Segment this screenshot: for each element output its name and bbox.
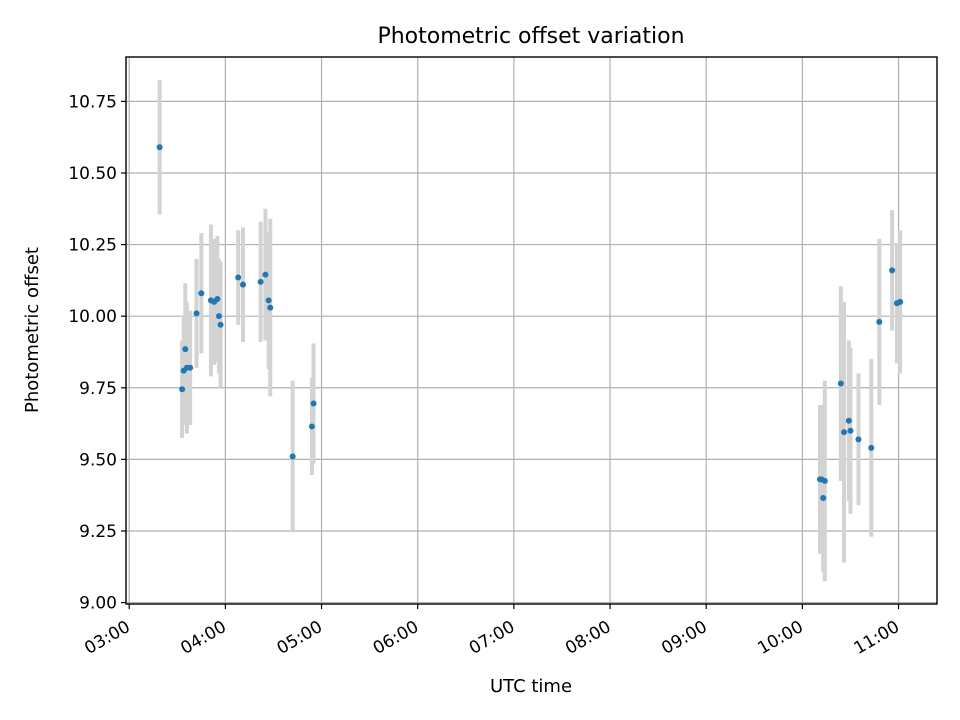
data-point [889,267,896,274]
data-point [897,298,904,305]
y-tick-label: 9.25 [79,522,117,542]
plot-frame [125,56,938,605]
x-axis-label: UTC time [490,676,572,697]
data-point [267,304,274,311]
data-point [310,400,317,407]
x-tick-label: 06:00 [370,617,422,659]
data-point [240,281,247,288]
data-point [847,427,854,434]
data-point [156,144,163,151]
y-tick-label: 10.75 [68,92,117,112]
x-tick-label: 04:00 [177,617,229,659]
x-tick-label: 05:00 [274,617,326,659]
data-point [265,297,272,304]
data-point [262,271,269,278]
error-bars [157,79,903,582]
data-point [868,444,875,451]
x-tick-label: 08:00 [562,617,614,659]
data-point [841,429,848,436]
data-point [179,386,186,393]
grid-lines [126,57,937,604]
x-axis-ticks: 03:00 04:00 05:00 06:00 07:00 08:00 09:00 10:00… [81,604,903,659]
data-point [845,417,852,424]
y-tick-label: 10.50 [68,164,117,184]
data-point [235,274,242,281]
data-point [308,423,315,430]
data-point [821,477,828,484]
data-point [217,321,224,328]
data-point [198,290,205,297]
y-axis-label: Photometric offset [22,247,43,413]
y-axis-ticks: 9.00 9.25 9.50 9.75 10.00 10.25 10.50 10.75 [68,92,126,614]
data-point [289,453,296,460]
data-point [820,495,827,502]
chart-title: Photometric offset variation [377,24,684,49]
x-tick-label: 09:00 [658,617,710,659]
y-tick-label: 9.75 [79,379,117,399]
x-tick-label: 10:00 [754,617,806,659]
y-tick-label: 10.25 [68,236,117,256]
y-tick-label: 9.00 [79,594,117,614]
data-point [187,364,194,371]
data-point [214,295,221,302]
x-tick-label: 03:00 [81,617,133,659]
y-tick-label: 9.50 [79,450,117,470]
data-point [855,436,862,443]
data-point [182,346,189,353]
x-tick-label: 07:00 [466,617,518,659]
data-point [193,310,200,317]
data-point [257,278,264,285]
data-point [876,318,883,325]
y-tick-label: 10.00 [68,307,117,327]
data-points [156,144,904,502]
data-point [837,380,844,387]
data-point [215,313,222,320]
x-tick-label: 11:00 [851,617,903,659]
